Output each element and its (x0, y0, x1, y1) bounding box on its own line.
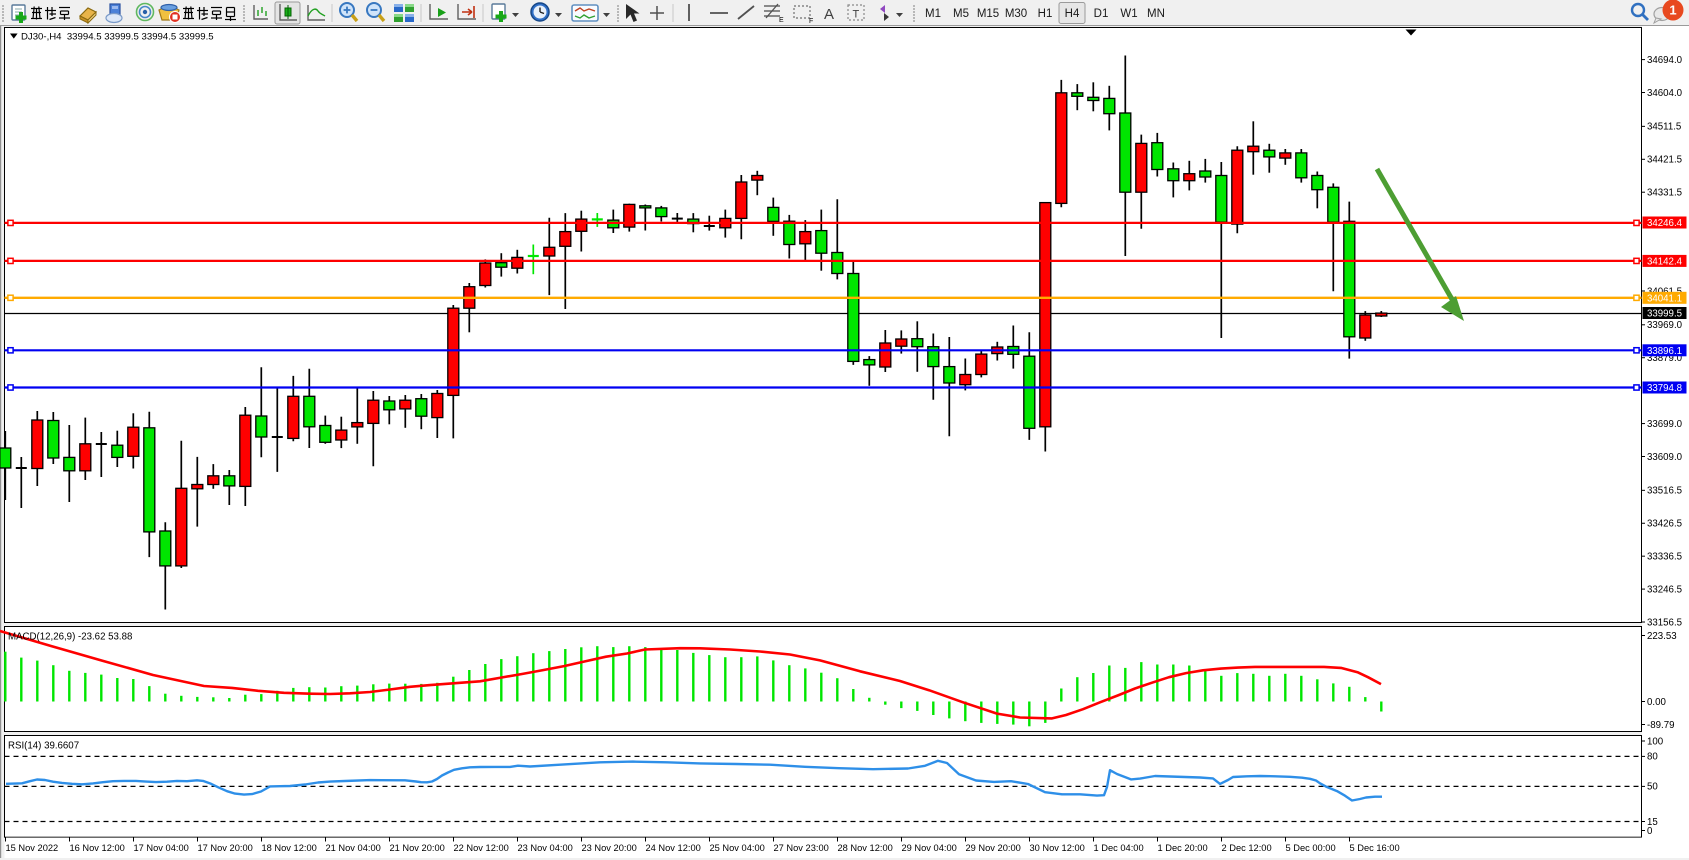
svg-text:33156.5: 33156.5 (1647, 617, 1682, 628)
svg-text:0: 0 (1647, 826, 1653, 837)
svg-text:33794.8: 33794.8 (1647, 383, 1682, 394)
svg-text:M30: M30 (1005, 8, 1027, 20)
svg-text:1 Dec 20:00: 1 Dec 20:00 (1158, 843, 1208, 853)
svg-text:28 Nov 12:00: 28 Nov 12:00 (838, 843, 893, 853)
svg-text:18 Nov 12:00: 18 Nov 12:00 (262, 843, 317, 853)
svg-text:29 Nov 04:00: 29 Nov 04:00 (902, 843, 957, 853)
svg-text:24 Nov 12:00: 24 Nov 12:00 (646, 843, 701, 853)
svg-text:34331.5: 34331.5 (1647, 188, 1682, 199)
svg-text:33516.5: 33516.5 (1647, 486, 1682, 497)
svg-text:33969.0: 33969.0 (1647, 320, 1683, 331)
svg-text:5 Dec 16:00: 5 Dec 16:00 (1350, 843, 1400, 853)
svg-text:15 Nov 2022: 15 Nov 2022 (6, 843, 59, 853)
svg-text:33879.0: 33879.0 (1647, 353, 1683, 364)
svg-text:33699.0: 33699.0 (1647, 419, 1683, 430)
svg-text:H4: H4 (1065, 8, 1080, 20)
svg-text:M1: M1 (925, 8, 941, 20)
svg-text:21 Nov 20:00: 21 Nov 20:00 (390, 843, 445, 853)
svg-text:22 Nov 12:00: 22 Nov 12:00 (454, 843, 509, 853)
svg-text:33609.0: 33609.0 (1647, 452, 1683, 463)
svg-text:M15: M15 (977, 8, 999, 20)
svg-text:E: E (779, 17, 784, 24)
svg-text:34246.4: 34246.4 (1647, 218, 1683, 229)
svg-text:17 Nov 20:00: 17 Nov 20:00 (198, 843, 253, 853)
svg-text:33336.5: 33336.5 (1647, 551, 1682, 562)
svg-text:50: 50 (1647, 782, 1658, 793)
svg-text:5 Dec 00:00: 5 Dec 00:00 (1286, 843, 1336, 853)
svg-text:H1: H1 (1038, 8, 1053, 20)
svg-text:DJ30-,H4 33994.5 33999.5 3399: DJ30-,H4 33994.5 33999.5 33994.5 33999.5 (21, 32, 214, 43)
svg-text:T: T (853, 9, 860, 21)
svg-text:80: 80 (1647, 752, 1658, 763)
svg-text:33896.1: 33896.1 (1647, 346, 1682, 357)
svg-text:29 Nov 20:00: 29 Nov 20:00 (966, 843, 1021, 853)
svg-text:33999.5: 33999.5 (1647, 309, 1682, 320)
svg-text:27 Nov 23:00: 27 Nov 23:00 (774, 843, 829, 853)
svg-text:W1: W1 (1120, 8, 1137, 20)
svg-text:34604.0: 34604.0 (1647, 88, 1683, 99)
svg-text:MACD(12,26,9) -23.62 53.88: MACD(12,26,9) -23.62 53.88 (8, 632, 132, 643)
svg-text:MN: MN (1147, 8, 1165, 20)
svg-text:34511.5: 34511.5 (1647, 122, 1681, 133)
svg-text:30 Nov 12:00: 30 Nov 12:00 (1030, 843, 1085, 853)
svg-text:223.53: 223.53 (1647, 631, 1677, 642)
svg-text:17 Nov 04:00: 17 Nov 04:00 (134, 843, 189, 853)
svg-text:23 Nov 04:00: 23 Nov 04:00 (518, 843, 573, 853)
svg-text:0.00: 0.00 (1647, 697, 1666, 708)
svg-text:23 Nov 20:00: 23 Nov 20:00 (582, 843, 637, 853)
svg-text:M5: M5 (953, 8, 969, 20)
svg-text:25 Nov 04:00: 25 Nov 04:00 (710, 843, 765, 853)
svg-text:1: 1 (1669, 3, 1676, 18)
svg-text:21 Nov 04:00: 21 Nov 04:00 (326, 843, 381, 853)
svg-text:D1: D1 (1094, 8, 1109, 20)
svg-text:2 Dec 12:00: 2 Dec 12:00 (1222, 843, 1272, 853)
svg-text:34142.4: 34142.4 (1647, 257, 1683, 268)
svg-text:15: 15 (1647, 817, 1658, 828)
svg-text:-89.79: -89.79 (1647, 720, 1674, 731)
svg-text:33246.5: 33246.5 (1647, 584, 1682, 595)
svg-text:33426.5: 33426.5 (1647, 519, 1682, 530)
svg-text:F: F (809, 18, 813, 25)
svg-text:34061.5: 34061.5 (1647, 286, 1682, 297)
svg-text:34041.1: 34041.1 (1647, 293, 1682, 304)
svg-text:34421.5: 34421.5 (1647, 155, 1682, 166)
svg-text:16 Nov 12:00: 16 Nov 12:00 (70, 843, 125, 853)
svg-text:34694.0: 34694.0 (1647, 55, 1683, 66)
svg-text:RSI(14) 39.6607: RSI(14) 39.6607 (8, 741, 79, 752)
svg-text:1 Dec 04:00: 1 Dec 04:00 (1094, 843, 1144, 853)
svg-text:100: 100 (1647, 736, 1664, 747)
svg-text:A: A (824, 6, 834, 23)
